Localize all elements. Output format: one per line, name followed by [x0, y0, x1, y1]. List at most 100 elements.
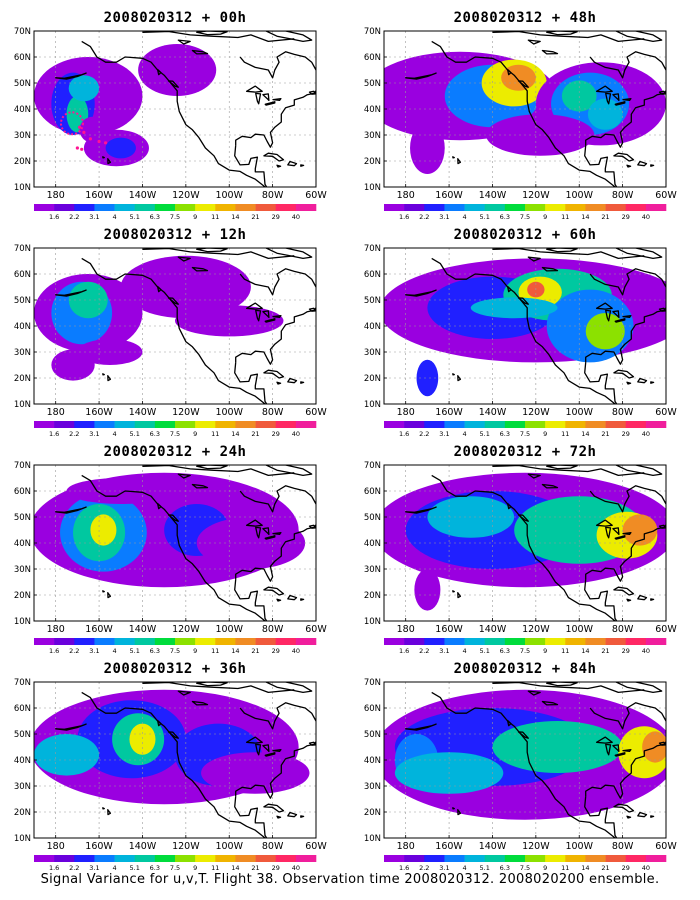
colorbar-label: 7.5: [520, 864, 530, 872]
colorbar-label: 2.2: [69, 213, 79, 221]
variance-contour: [129, 723, 156, 755]
colorbar-label: 9: [193, 864, 197, 872]
coastline-segment: [142, 31, 295, 43]
coastline-segment: [265, 31, 313, 43]
colorbar-swatch: [605, 855, 627, 862]
panel-title: 2008020312 + 48h: [453, 10, 597, 26]
colorbar-swatch: [464, 855, 486, 862]
coastline-segment: [318, 296, 331, 308]
colorbar-swatch: [645, 204, 667, 211]
coastline-segment: [452, 373, 455, 376]
colorbar-label: 4: [113, 647, 117, 655]
colorbar-label: 6.3: [150, 430, 160, 438]
coastline-segment: [658, 741, 666, 746]
colorbar-label: 6.3: [150, 647, 160, 655]
lon-tick-label: 80W: [612, 624, 634, 635]
panel-title: 2008020312 + 36h: [103, 661, 247, 677]
colorbar-label: 14: [581, 647, 589, 655]
colorbar-label: 9: [543, 647, 547, 655]
colorbar: 1.6 2.2 3.1 4 5.1 6.3 7.5 9 11 14 21 29 40: [384, 638, 667, 655]
lon-tick-label: 160W: [85, 407, 113, 418]
coastline-segment: [262, 310, 270, 319]
colorbar-swatch: [404, 421, 425, 428]
coastline-segment: [595, 519, 613, 527]
colorbar-swatch: [54, 421, 75, 428]
variance-field: [384, 51, 666, 174]
colorbar-label: 2.2: [69, 647, 79, 655]
coastline-segment: [584, 362, 618, 404]
lon-tick-label: 60W: [305, 841, 327, 852]
variance-field: [34, 472, 306, 588]
colorbar-swatch: [504, 855, 526, 862]
colorbar-swatch: [54, 638, 75, 645]
coastline-segment: [191, 700, 209, 706]
coastline-segment: [177, 39, 191, 45]
colorbar-swatch: [134, 638, 156, 645]
colorbar-swatch: [625, 638, 647, 645]
colorbar-label: 7.5: [170, 647, 180, 655]
coastline-segment: [613, 586, 635, 596]
colorbar-swatch: [424, 421, 445, 428]
coastline-segment: [626, 164, 632, 168]
coastline-segment: [589, 51, 666, 79]
colorbar-swatch: [625, 204, 647, 211]
colorbar-label: 11: [561, 864, 569, 872]
coastline-segment: [605, 743, 612, 756]
coastline-segment: [452, 156, 455, 159]
colorbar-label: 40: [292, 213, 300, 221]
colorbar-label: 14: [581, 864, 589, 872]
coastline-segment: [622, 748, 632, 753]
coastline-segment: [457, 592, 462, 599]
colorbar-swatch: [625, 855, 647, 862]
coastline-segment: [668, 296, 681, 308]
colorbar-swatch: [175, 421, 196, 428]
colorbar-swatch: [444, 855, 465, 862]
colorbar-swatch: [645, 421, 667, 428]
lat-tick-label: 60N: [14, 704, 31, 714]
coastline-segment: [107, 592, 112, 599]
lat-tick-label: 30N: [14, 348, 31, 358]
coastline-segment: [585, 524, 666, 582]
colorbar-label: 11: [561, 647, 569, 655]
colorbar-label: 1.6: [399, 430, 409, 438]
colorbar-label: 2.2: [69, 864, 79, 872]
coastline-segment: [506, 719, 512, 727]
colorbar-swatch: [384, 855, 405, 862]
coastline-segment: [622, 531, 632, 536]
colorbar-swatch: [424, 204, 445, 211]
coastline-segment: [300, 164, 305, 167]
coastline-segment: [287, 377, 298, 384]
colorbar-label: 1.6: [49, 213, 59, 221]
lon-tick-label: 60W: [305, 624, 327, 635]
coastline-segment: [614, 101, 626, 106]
coastline-segment: [585, 307, 666, 365]
coastline-segment: [239, 51, 316, 79]
colorbar-swatch: [175, 855, 196, 862]
colorbar-swatch: [154, 204, 176, 211]
colorbar-label: 29: [272, 213, 280, 221]
colorbar-swatch: [464, 421, 486, 428]
lon-tick-label: 180: [47, 407, 65, 418]
coastline-segment: [239, 268, 316, 296]
colorbar-swatch: [134, 421, 156, 428]
coastline-segment: [506, 502, 512, 510]
lon-tick-label: 160W: [85, 624, 113, 635]
forecast-map: 70N 60N 50N 40N 30N 20N 10N 180 160W 140W 120W 100W…: [14, 244, 331, 438]
colorbar-swatch: [134, 204, 156, 211]
colorbar-label: 9: [193, 430, 197, 438]
coastline-segment: [615, 465, 663, 477]
variance-contour: [68, 75, 100, 102]
coastline-segment: [457, 158, 462, 165]
colorbar-swatch: [154, 421, 176, 428]
colorbar-swatch: [384, 421, 405, 428]
coastline-segment: [595, 736, 613, 744]
lat-tick-label: 10N: [14, 834, 31, 844]
coastline-segment: [107, 809, 112, 816]
colorbar-label: 3.1: [439, 647, 449, 655]
coastline-segment: [431, 40, 617, 187]
lat-tick-label: 70N: [14, 461, 31, 471]
colorbar-label: 3.1: [89, 647, 99, 655]
panel-60h: 2008020312 + 60h 70N 60N 50N 40N 30N 20N 10N 18…: [360, 225, 690, 439]
colorbar-label: 29: [622, 647, 630, 655]
lat-tick-label: 30N: [14, 782, 31, 792]
